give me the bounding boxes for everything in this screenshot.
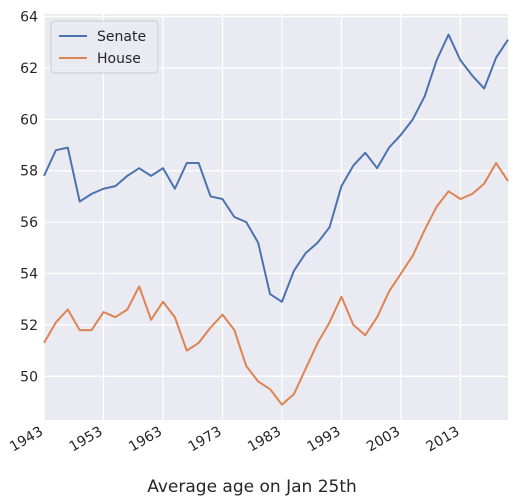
y-tick-label: 50 [20,369,38,385]
x-tick-label: 1973 [186,424,225,456]
x-tick-label: 1993 [305,424,344,456]
x-axis-label: Average age on Jan 25th [147,477,357,497]
y-tick-label: 58 [20,164,38,180]
x-tick-label: 1953 [67,424,106,456]
legend-label: House [97,51,141,67]
y-tick-label: 56 [20,215,38,231]
legend-box [50,20,159,74]
y-tick-label: 60 [20,112,38,128]
x-tick-label: 2013 [424,424,463,456]
line-series [43,162,509,406]
y-tick-label: 64 [20,10,38,26]
x-tick-label: 1943 [7,424,46,456]
x-tick-label: 1963 [126,424,165,456]
x-tick-label: 1983 [245,424,284,456]
y-tick-label: 54 [20,267,38,283]
y-tick-label: 52 [20,318,38,334]
y-tick-label: 62 [20,61,38,77]
x-tick-label: 2003 [364,424,403,456]
plot-area [44,14,508,420]
line-series [43,33,509,303]
legend-label: Senate [97,29,146,45]
